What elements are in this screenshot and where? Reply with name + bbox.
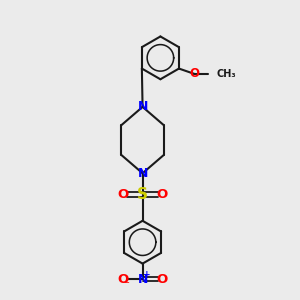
Text: CH₃: CH₃ (216, 69, 236, 79)
Text: S: S (137, 187, 148, 202)
Text: O: O (189, 68, 200, 80)
Text: +: + (142, 270, 150, 279)
Text: O: O (157, 188, 168, 201)
Text: N: N (137, 273, 148, 286)
Text: O: O (157, 273, 168, 286)
Text: ⁻: ⁻ (123, 280, 129, 291)
Text: O: O (117, 273, 129, 286)
Text: N: N (137, 167, 148, 180)
Text: O: O (117, 188, 129, 201)
Text: N: N (137, 100, 148, 113)
